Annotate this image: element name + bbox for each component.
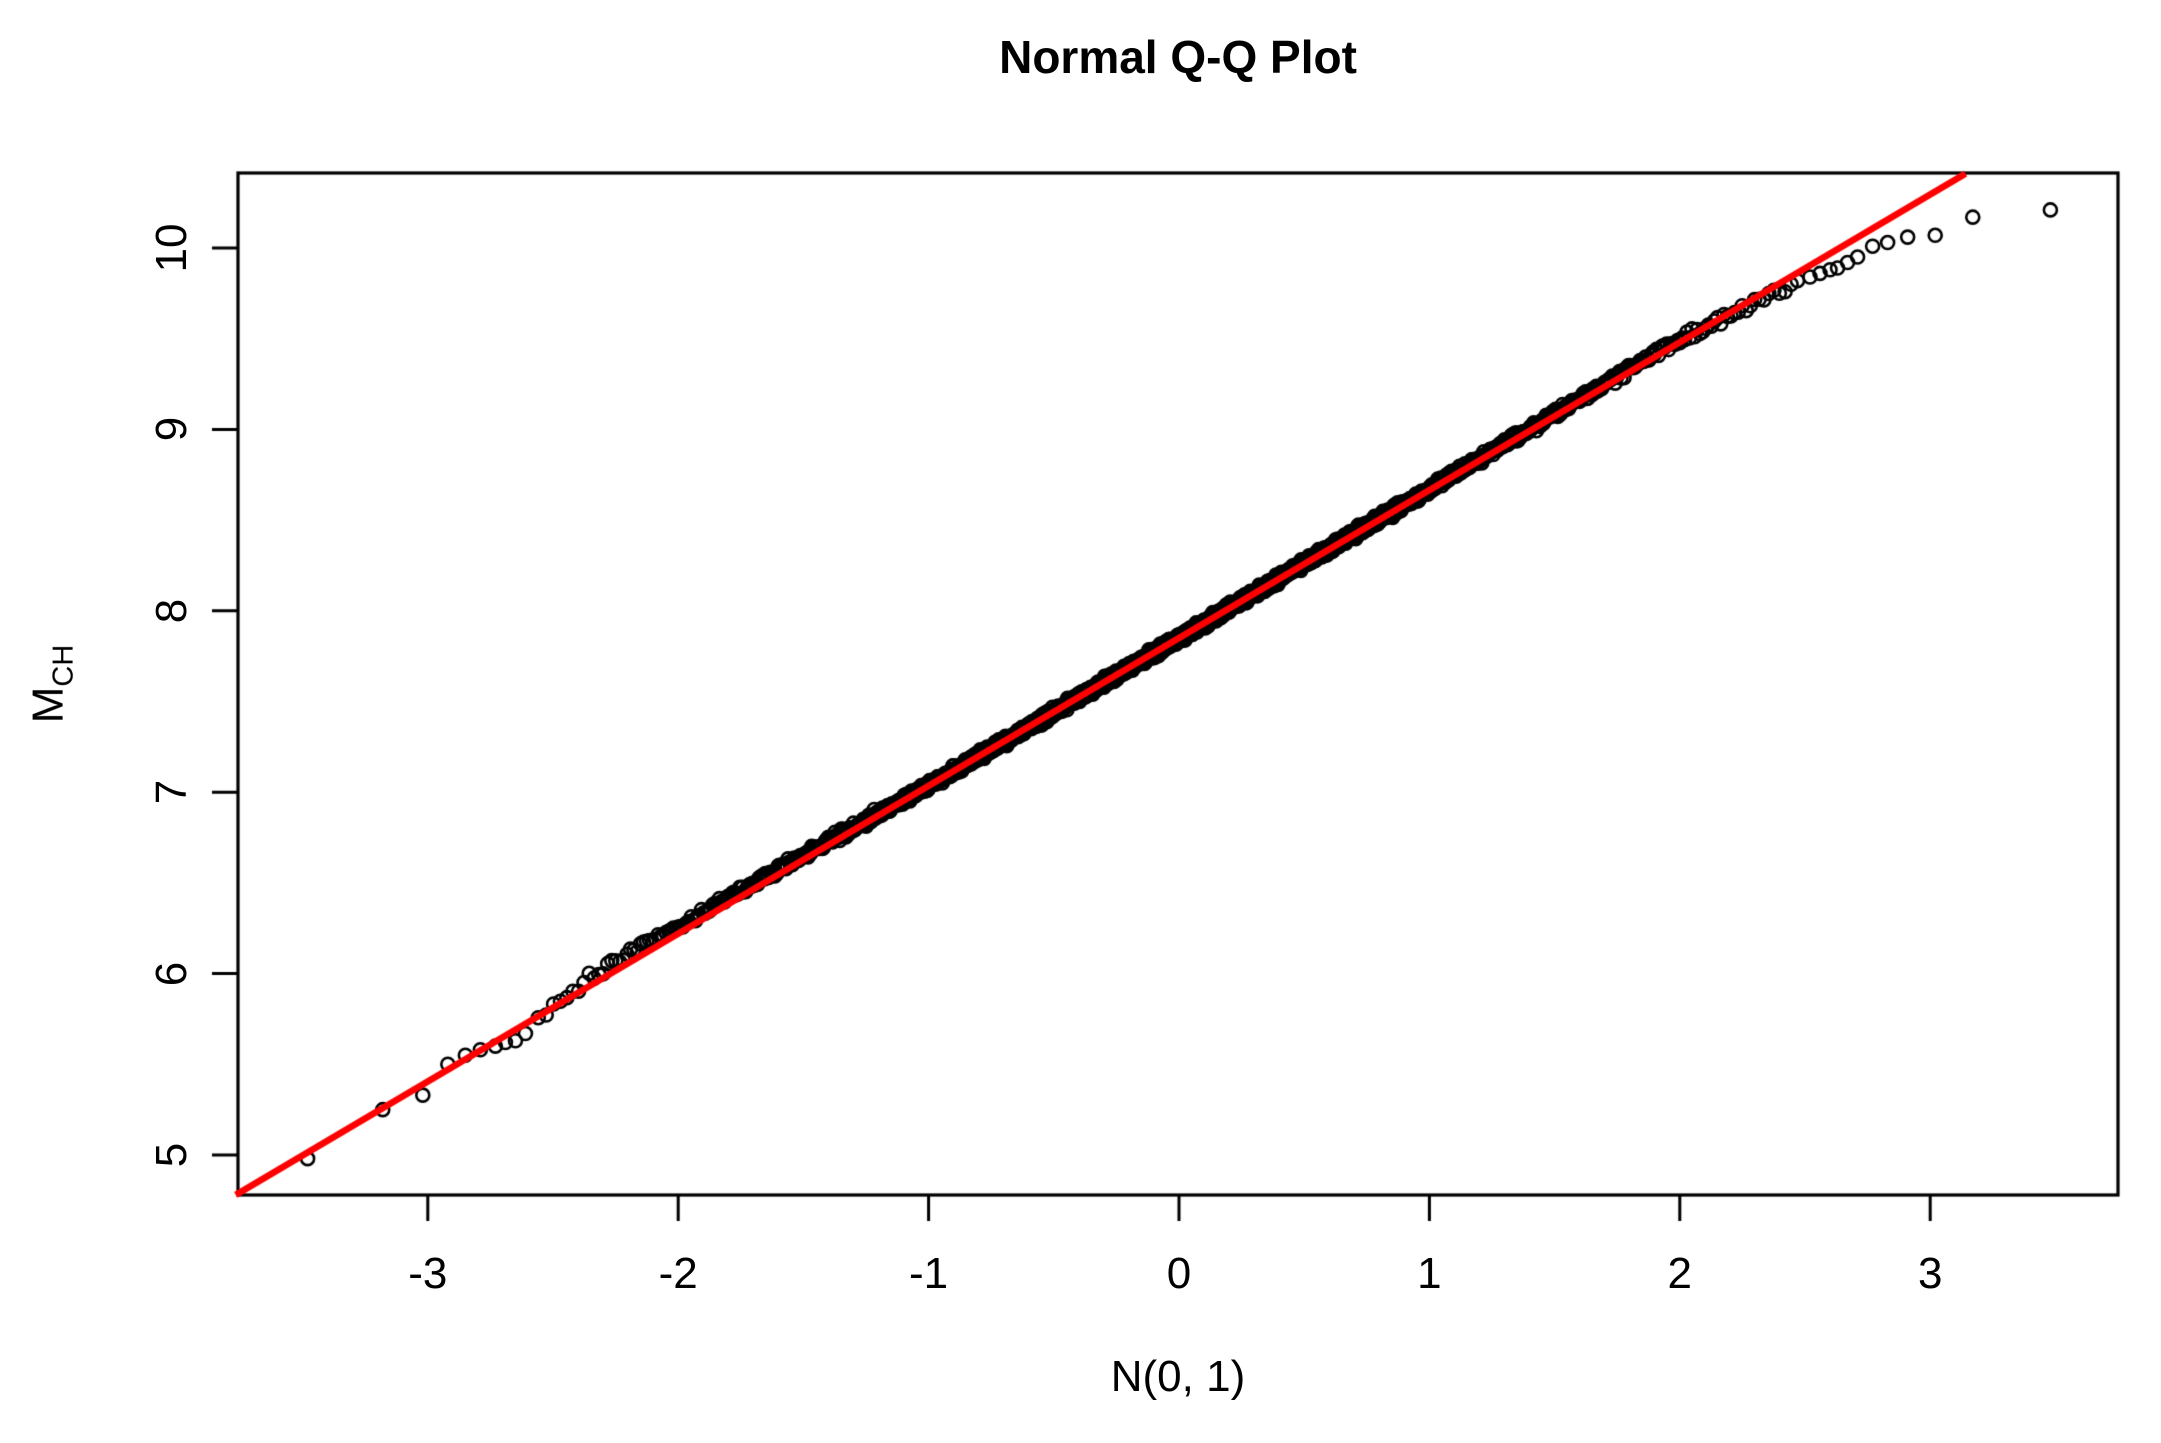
y-tick-label-6: 6 <box>147 961 196 986</box>
y-axis-label-subscript: CH <box>47 644 80 687</box>
x-tick-label-0: 0 <box>1166 1249 1192 1298</box>
y-tick-label-9: 9 <box>147 417 196 442</box>
y-tick-label-7: 7 <box>147 779 196 805</box>
chart-title: Normal Q-Q Plot <box>999 31 1357 83</box>
x-tick-label-1: 1 <box>1417 1249 1442 1298</box>
x-axis-label: N(0, 1) <box>1110 1352 1246 1401</box>
y-axis-label: MCH <box>24 645 81 724</box>
y-tick-label-5: 5 <box>147 1142 196 1168</box>
x-tick-label-2: 2 <box>1667 1249 1693 1298</box>
x-tick-label--1: -1 <box>909 1249 949 1298</box>
x-tick-label-3: 3 <box>1917 1249 1943 1298</box>
x-tick-label--2: -2 <box>658 1249 698 1298</box>
x-tick-label--3: -3 <box>408 1249 448 1298</box>
y-tick-label-10: 10 <box>147 223 196 273</box>
y-axis-label-main: M <box>23 686 73 724</box>
y-tick-label-8: 8 <box>147 598 196 624</box>
